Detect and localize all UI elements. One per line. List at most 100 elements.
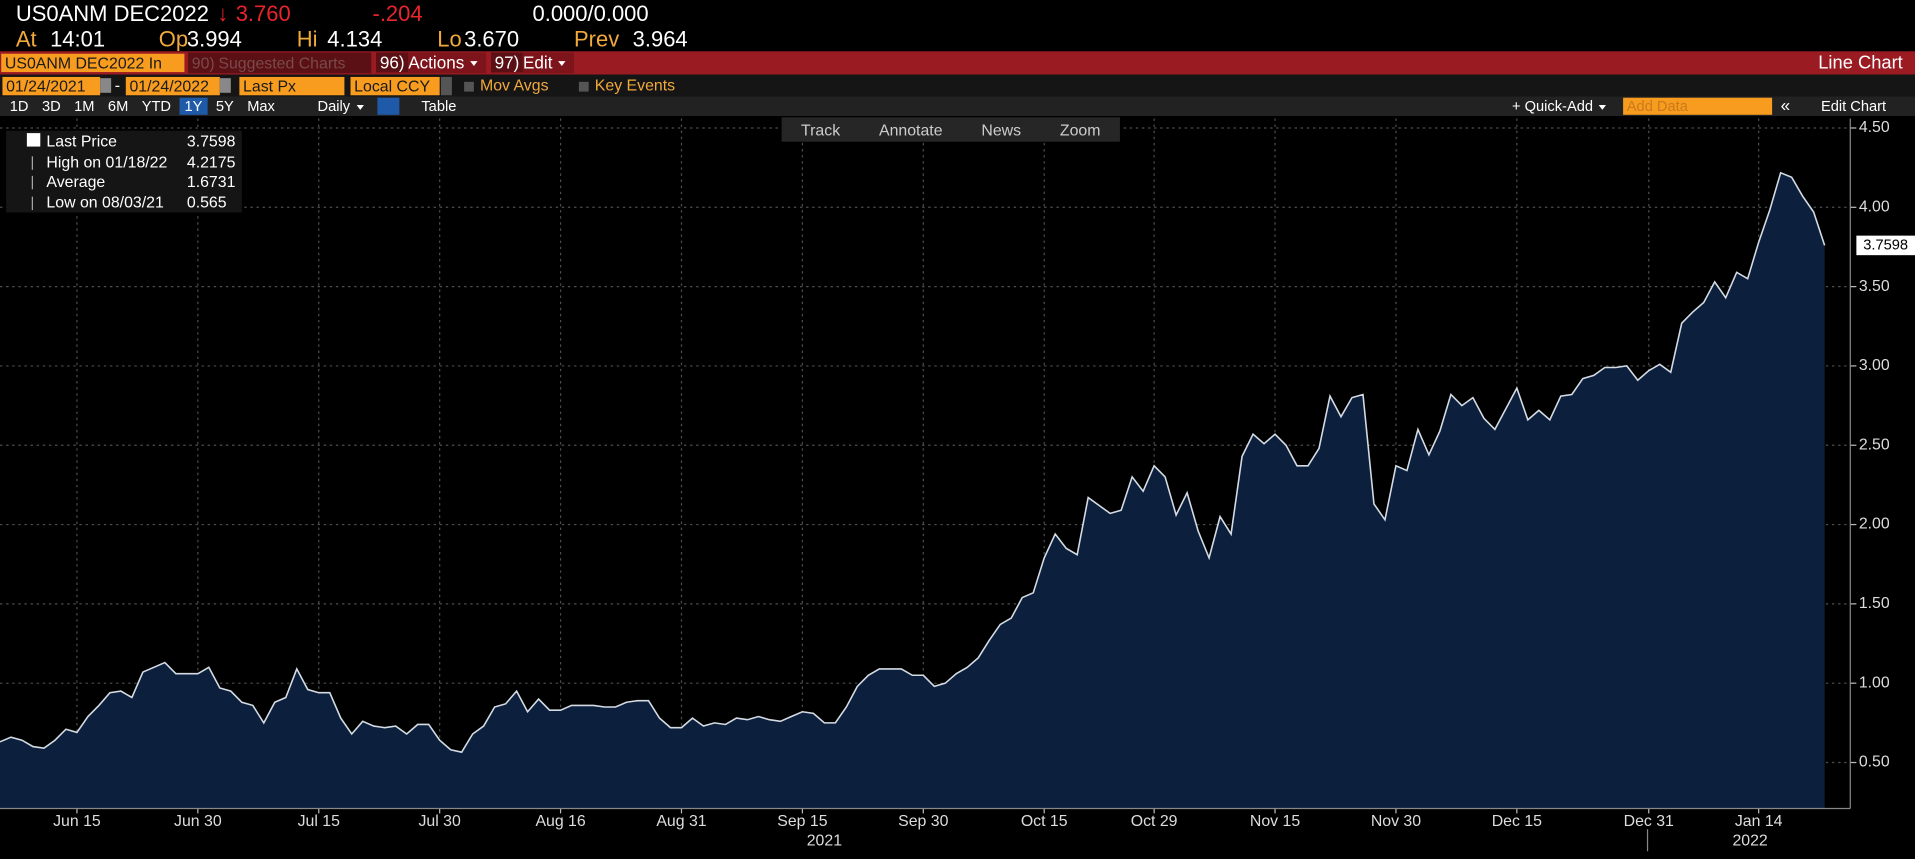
tool-button[interactable]: Zoom xyxy=(1059,120,1101,139)
period-button[interactable]: 5Y xyxy=(215,97,234,115)
stat-icon xyxy=(31,155,33,170)
period-bar xyxy=(0,96,1915,117)
add-data-field[interactable]: Add Data xyxy=(1623,97,1773,115)
security-field[interactable]: US0ANM DEC2022 In xyxy=(1,53,185,73)
period-button[interactable]: 1Y xyxy=(179,97,208,115)
x-tick-label: Aug 16 xyxy=(535,813,585,830)
period-buttons: 1D 3D 1M 6M YTD 1Y 5Y Max xyxy=(5,97,280,115)
ticker: US0ANM DEC2022 xyxy=(15,1,209,26)
x-tick-label: Dec 15 xyxy=(1492,813,1542,830)
menu-label: Actions xyxy=(408,52,465,73)
x-tick-label: Jul 30 xyxy=(419,813,461,830)
legend-swatch xyxy=(26,133,41,147)
option-label: Mov Avgs xyxy=(479,75,549,95)
caret xyxy=(356,104,364,110)
year-label: 2021 xyxy=(807,833,842,850)
menu-item[interactable]: 97) Edit xyxy=(490,52,575,74)
table-button[interactable]: Table xyxy=(421,97,457,115)
menu-item[interactable]: 96) Actions xyxy=(376,52,487,74)
area xyxy=(0,172,1825,809)
x-tick-label: Aug 31 xyxy=(656,813,706,830)
chart-tools: Track Annotate News Zoom xyxy=(781,117,1120,142)
calendar-icon[interactable] xyxy=(219,78,231,93)
menu-code: 97) xyxy=(490,52,524,73)
x-tick-label: Jul 15 xyxy=(298,813,340,830)
period-button[interactable]: 1D xyxy=(9,97,29,115)
period-button[interactable]: YTD xyxy=(141,97,172,115)
quote-label: At xyxy=(15,26,37,52)
currency-select[interactable]: Local CCY xyxy=(350,76,440,96)
stat-label: Low on 08/03/21 xyxy=(46,192,164,211)
menu-code: 90) xyxy=(191,53,215,73)
last-price: 3.760 xyxy=(235,1,291,26)
line xyxy=(0,171,1826,754)
x-tick-label: Oct 15 xyxy=(1021,813,1068,830)
quote-value: 4.134 xyxy=(327,26,383,52)
stat-value: 3.7598 xyxy=(186,131,236,151)
last-value-tag xyxy=(1856,235,1915,256)
quote-label: Hi xyxy=(296,26,318,52)
y-tick-label: 3.50 xyxy=(1859,278,1890,295)
year-label: 2022 xyxy=(1732,833,1767,850)
x-tick-label: Oct 29 xyxy=(1131,813,1178,830)
quote-value: 14:01 xyxy=(50,26,106,52)
stat-value: 1.6731 xyxy=(186,172,236,191)
net-change: -.204 xyxy=(372,1,423,26)
quote-label: Prev xyxy=(574,26,620,52)
tool-button[interactable]: Track xyxy=(801,120,841,139)
menu-code: 96) xyxy=(376,52,409,73)
stat-label: High on 01/18/22 xyxy=(46,152,168,171)
menu-label: Suggested Charts xyxy=(218,53,346,73)
quote-value: 3.994 xyxy=(186,26,242,52)
stat-value: 0.565 xyxy=(186,192,227,211)
quote-label: Lo xyxy=(437,26,462,52)
y-tick-label: 2.50 xyxy=(1859,436,1890,453)
tool-button[interactable]: Annotate xyxy=(878,120,943,139)
y-tick-label: 0.50 xyxy=(1859,754,1890,771)
option[interactable]: Mov Avgs xyxy=(464,75,549,95)
caret xyxy=(558,61,566,67)
header xyxy=(0,0,1915,52)
view-name: Line Chart xyxy=(1818,52,1903,74)
y-tick-label: 2.00 xyxy=(1859,516,1890,533)
period-button[interactable]: 3D xyxy=(41,97,61,115)
stat-icon xyxy=(31,196,33,210)
period-button[interactable]: Max xyxy=(247,97,275,115)
menu-label: Edit xyxy=(523,52,553,73)
x-tick-label: Jan 14 xyxy=(1735,813,1783,830)
calendar-icon[interactable] xyxy=(100,78,112,93)
dropdown[interactable] xyxy=(440,76,452,96)
change-arrow: ↓ xyxy=(217,1,229,26)
stat-icon xyxy=(31,175,33,190)
bid-ask: 0.000/0.000 xyxy=(532,1,649,26)
checkbox[interactable] xyxy=(578,81,589,92)
period-button[interactable]: 6M xyxy=(107,97,129,115)
edit-chart[interactable]: Edit Chart xyxy=(1820,97,1887,115)
caret xyxy=(1599,104,1607,110)
collapse[interactable]: « xyxy=(1780,95,1791,115)
start-date[interactable]: 01/24/2021 xyxy=(2,76,101,96)
tool-button[interactable]: News xyxy=(981,120,1022,139)
chart-type-icon[interactable] xyxy=(377,97,400,115)
quote-label: Op xyxy=(158,26,189,52)
period-button[interactable]: 1M xyxy=(74,97,95,115)
quote-value: 3.964 xyxy=(632,26,688,52)
y-tick-label: 1.00 xyxy=(1859,674,1890,691)
legend-box xyxy=(6,130,242,213)
y-tick-label: 4.50 xyxy=(1859,119,1890,136)
end-date[interactable]: 01/24/2022 xyxy=(125,76,220,96)
option-label: Key Events xyxy=(594,75,676,95)
quote-value: 3.670 xyxy=(464,26,520,52)
frequency[interactable]: Daily xyxy=(313,98,369,115)
quick-add[interactable]: + Quick-Add xyxy=(1507,98,1611,115)
y-tick-label: 3.00 xyxy=(1859,357,1890,374)
option[interactable]: Key Events xyxy=(578,75,676,95)
menu-item[interactable]: 90) Suggested Charts xyxy=(188,52,372,74)
x-tick-label: Sep 15 xyxy=(777,813,827,830)
field-select[interactable]: Last Px xyxy=(239,76,345,96)
checkbox[interactable] xyxy=(464,81,474,92)
settings-bar xyxy=(0,74,1915,97)
x-tick-label: Sep 30 xyxy=(898,813,948,830)
